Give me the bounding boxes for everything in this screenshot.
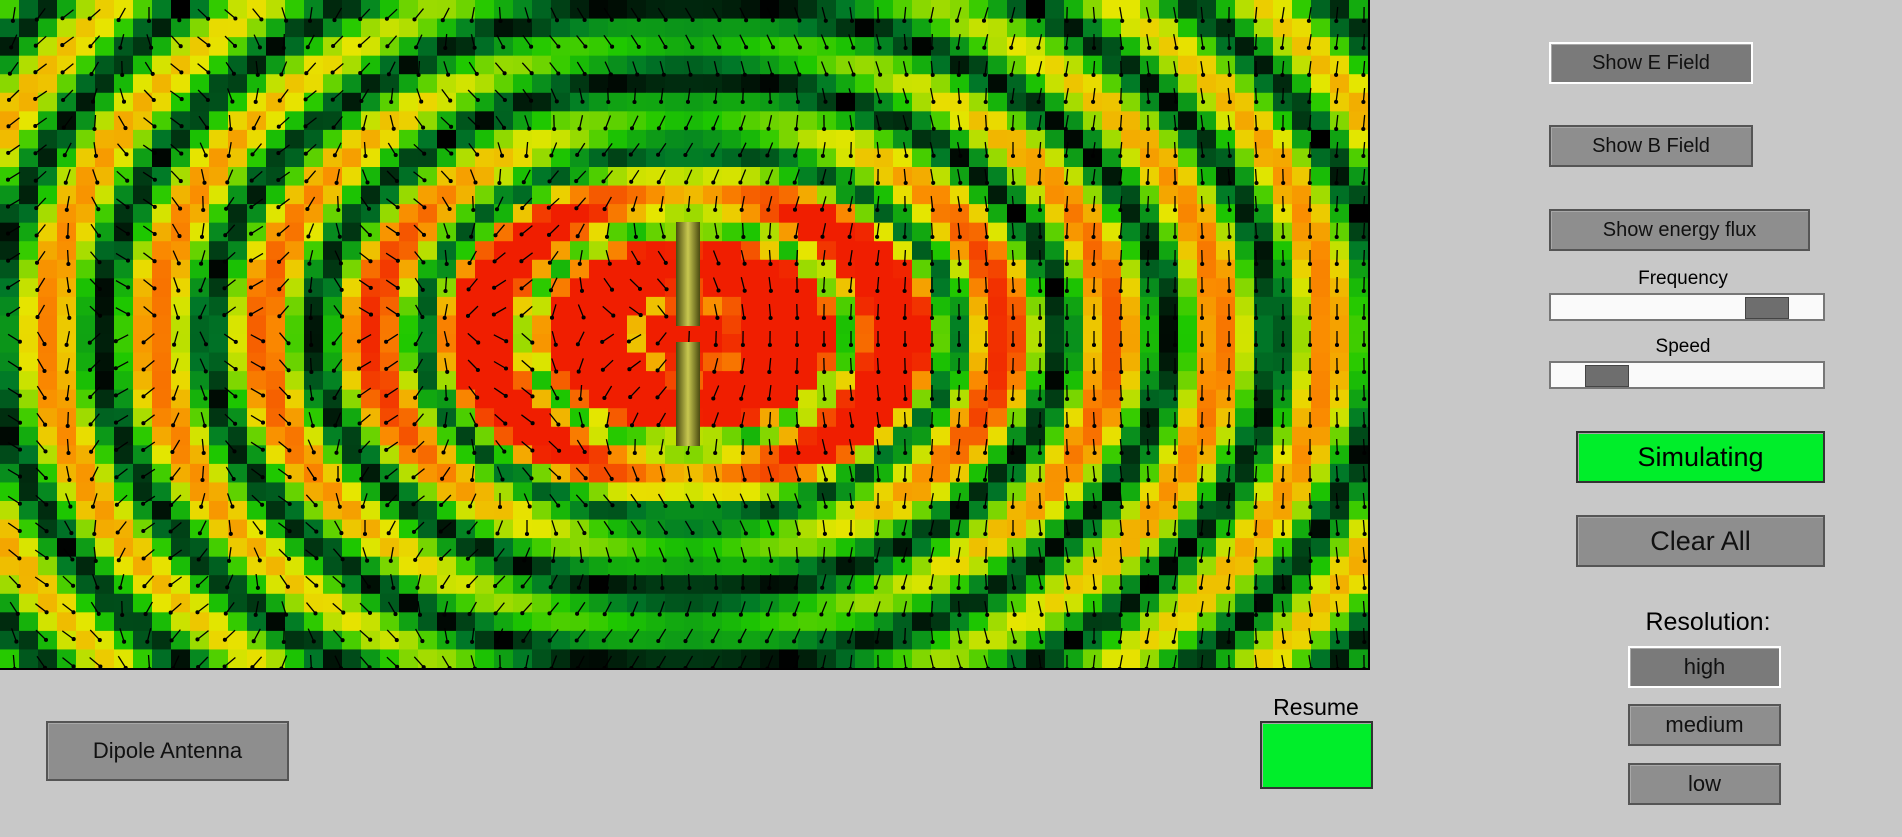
show-e-field-button[interactable]: Show E Field (1549, 42, 1753, 84)
speed-slider-thumb[interactable] (1585, 365, 1629, 387)
field-intensity-grid (0, 0, 1368, 668)
resume-label: Resume (1273, 694, 1359, 720)
show-energy-flux-button[interactable]: Show energy flux (1549, 209, 1810, 251)
dipole-antenna-element[interactable] (676, 222, 700, 446)
clear-all-button[interactable]: Clear All (1576, 515, 1825, 567)
dipole-antenna-button[interactable]: Dipole Antenna (46, 721, 289, 781)
resolution-medium-button[interactable]: medium (1628, 704, 1781, 746)
frequency-label: Frequency (1638, 268, 1728, 289)
field-arrows (5, 6, 1367, 668)
speed-label: Speed (1655, 336, 1711, 357)
resolution-low-button[interactable]: low (1628, 763, 1781, 805)
frequency-slider[interactable] (1549, 293, 1825, 321)
frequency-slider-thumb[interactable] (1745, 297, 1789, 319)
simulating-toggle-button[interactable]: Simulating (1576, 431, 1825, 483)
resolution-label: Resolution: (1645, 608, 1771, 636)
resume-button[interactable] (1260, 721, 1373, 789)
show-b-field-button[interactable]: Show B Field (1549, 125, 1753, 167)
speed-slider[interactable] (1549, 361, 1825, 389)
field-simulation-canvas[interactable] (0, 0, 1370, 670)
resolution-high-button[interactable]: high (1628, 646, 1781, 688)
field-visualization[interactable] (0, 0, 1368, 668)
